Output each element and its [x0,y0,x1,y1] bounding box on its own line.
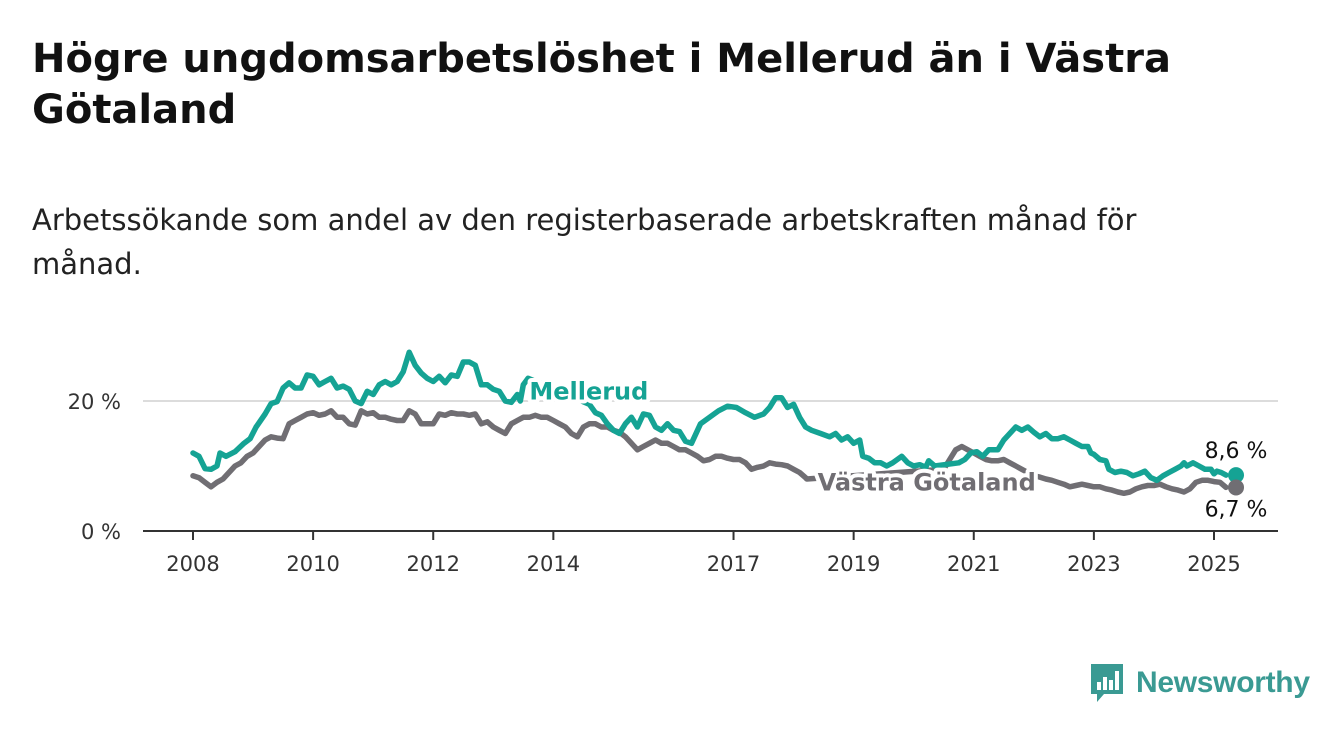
series-label-mellerud: Mellerud [529,378,648,406]
newsworthy-brand: Newsworthy [1088,660,1310,706]
y-tick-label: 20 % [68,390,121,414]
label-layer: Mellerud Västra Götaland 8,6 % 6,7 % [525,374,1270,526]
x-tick-label: 2021 [947,552,1000,576]
x-tick-label: 2023 [1067,552,1120,576]
axis-layer: 0 % 20 % 2008 2010 2012 2014 2017 2019 2021 2023 2… [68,390,1278,576]
end-label-vastra-gotaland: 6,7 % [1205,497,1268,522]
x-tick-label: 2010 [286,552,339,576]
x-tick-label: 2014 [527,552,580,576]
x-tick-label: 2012 [407,552,460,576]
series-line-vastra-gotaland [190,408,1229,497]
end-label-mellerud: 8,6 % [1205,439,1268,464]
y-tick-label: 0 % [81,520,121,544]
x-tick-label: 2025 [1187,552,1240,576]
chart-title: Högre ungdomsarbetslöshet i Mellerud än … [32,36,1171,133]
x-tick-label: 2017 [707,552,760,576]
brand-name: Newsworthy [1136,666,1310,699]
newsworthy-logo-icon [1091,664,1123,702]
x-tick-label: 2008 [166,552,219,576]
x-tick-label: 2019 [827,552,880,576]
end-point-marker [1228,479,1245,496]
series-layer [190,349,1229,497]
chart-subtitle: Arbetssökande som andel av den registerb… [32,203,1137,281]
series-label-vastra-gotaland: Västra Götaland [818,469,1036,497]
series-line-mellerud [190,349,1229,484]
end-point-marker [1228,467,1245,484]
